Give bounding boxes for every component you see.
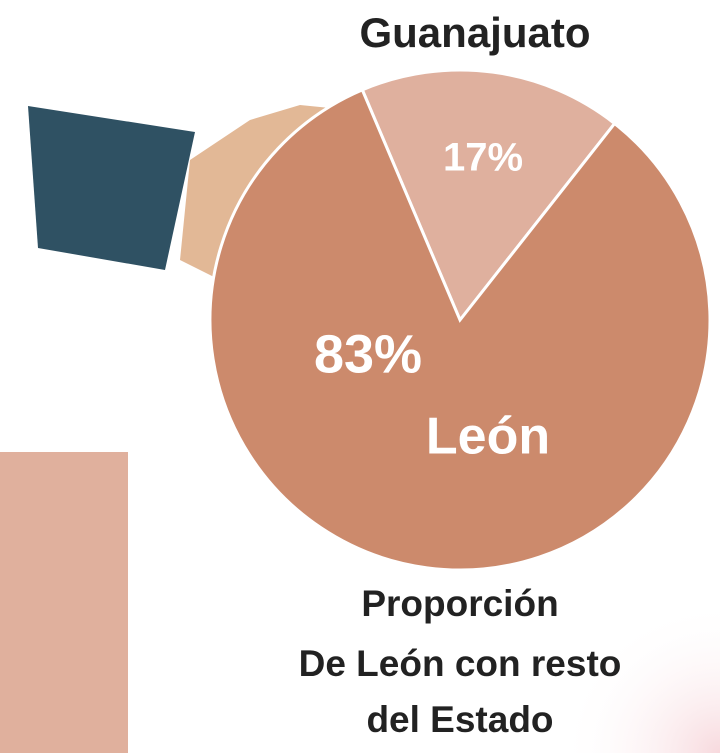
caption-line: Proporción: [361, 583, 558, 624]
chart: Guanajuato Proporción De León con resto …: [0, 0, 720, 753]
page: Guanajuato Proporción De León con resto …: [0, 0, 720, 753]
side-panel: [0, 452, 128, 753]
chart-title: Guanajuato: [359, 9, 590, 56]
slice-label: León: [426, 408, 550, 466]
caption-line: De León con resto: [299, 643, 622, 684]
caption-line: del Estado: [366, 699, 553, 740]
value-label: 83%: [314, 324, 422, 384]
sleeve: [28, 106, 195, 270]
value-label: 17%: [443, 136, 523, 180]
